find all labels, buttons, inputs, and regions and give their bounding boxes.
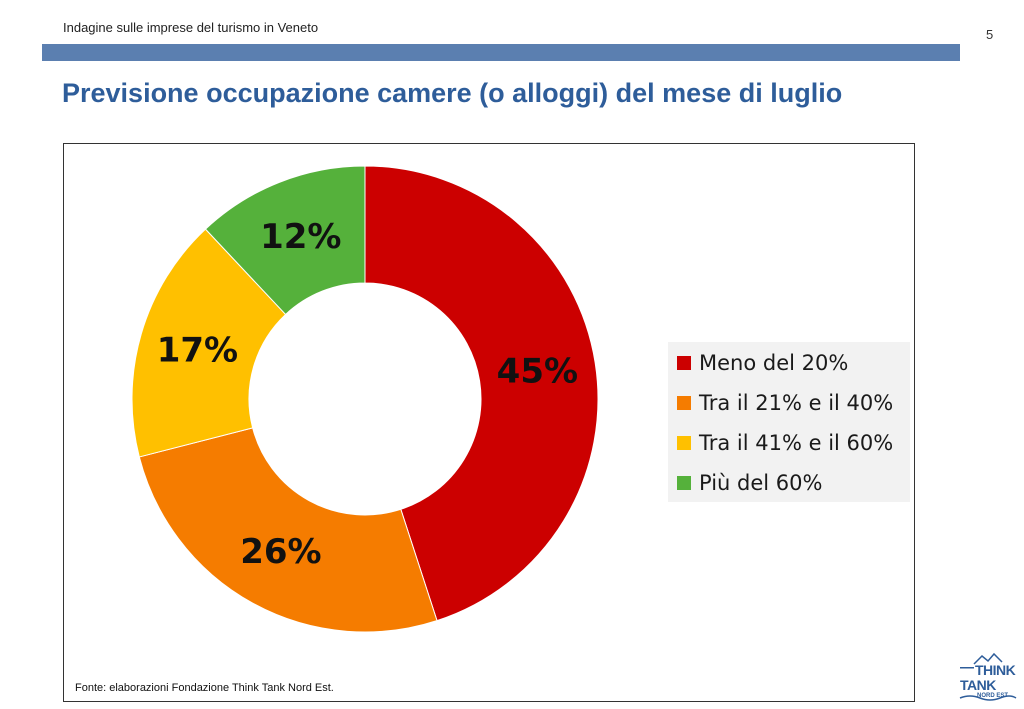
page-title: Previsione occupazione camere (o alloggi… [62,78,843,108]
legend-swatch [677,396,691,410]
header-subtitle: Indagine sulle imprese del turismo in Ve… [63,20,319,35]
slice-label: 17% [157,330,238,370]
legend-label: Tra il 41% e il 60% [699,431,894,455]
logo-line1: THINK [975,662,1016,678]
legend-item: Più del 60% [677,468,822,498]
legend-label: Meno del 20% [699,351,849,375]
slice-label: 26% [240,532,321,572]
logo-line2: TANK [960,677,996,693]
legend-item: Meno del 20% [677,348,848,378]
header-bar [42,44,960,61]
legend-label: Più del 60% [699,471,823,495]
legend-swatch [677,356,691,370]
slice-label: 12% [260,217,341,257]
slice-label: 45% [497,352,578,392]
legend-item: Tra il 41% e il 60% [677,428,893,458]
page-number: 5 [986,27,994,42]
source-note: Fonte: elaborazioni Fondazione Think Tan… [75,682,334,694]
legend-swatch [677,436,691,450]
donut-slice [138,427,438,633]
legend-item: Tra il 21% e il 40% [677,388,893,418]
donut-slice [364,165,599,622]
donut-chart: 45% 26% 17% 12% [131,165,599,633]
chart-legend: Meno del 20% Tra il 21% e il 40% Tra il 41… [668,342,910,502]
logo-line3: NORD EST [977,693,1009,699]
chart-frame: 45% 26% 17% 12% Meno del 20% Tra il 21% e il… [63,143,915,702]
donut-slice [204,165,366,316]
legend-swatch [677,476,691,490]
donut-slice [131,228,287,458]
legend-label: Tra il 21% e il 40% [699,391,894,415]
think-tank-logo-icon [959,652,1017,701]
